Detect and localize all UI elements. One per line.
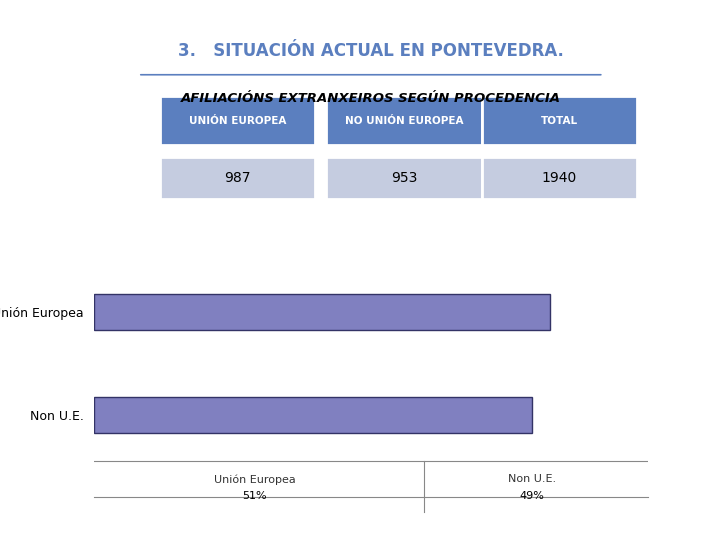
FancyBboxPatch shape — [482, 157, 637, 199]
Text: 49%: 49% — [519, 491, 544, 501]
Text: 3.   SITUACIÓN ACTUAL EN PONTEVEDRA.: 3. SITUACIÓN ACTUAL EN PONTEVEDRA. — [178, 42, 564, 60]
Text: 1940: 1940 — [541, 171, 577, 185]
Text: 51%: 51% — [242, 491, 267, 501]
Text: 953: 953 — [391, 171, 418, 185]
FancyBboxPatch shape — [326, 96, 482, 145]
FancyBboxPatch shape — [160, 157, 315, 199]
FancyBboxPatch shape — [160, 96, 315, 145]
Text: AFILIACIÓNS EXTRANXEIROS SEGÚN PROCEDENCIA: AFILIACIÓNS EXTRANXEIROS SEGÚN PROCEDENC… — [181, 92, 561, 105]
Text: UNIÓN EUROPEA: UNIÓN EUROPEA — [189, 116, 287, 126]
FancyBboxPatch shape — [326, 157, 482, 199]
Text: Non U.E.: Non U.E. — [508, 474, 556, 484]
Text: Unión Europea: Unión Europea — [214, 474, 295, 485]
Text: TOTAL: TOTAL — [541, 116, 578, 126]
Bar — [94, 294, 549, 330]
FancyBboxPatch shape — [482, 96, 637, 145]
Text: NO UNIÓN EUROPEA: NO UNIÓN EUROPEA — [345, 116, 463, 126]
Bar — [94, 396, 532, 433]
Text: 987: 987 — [225, 171, 251, 185]
